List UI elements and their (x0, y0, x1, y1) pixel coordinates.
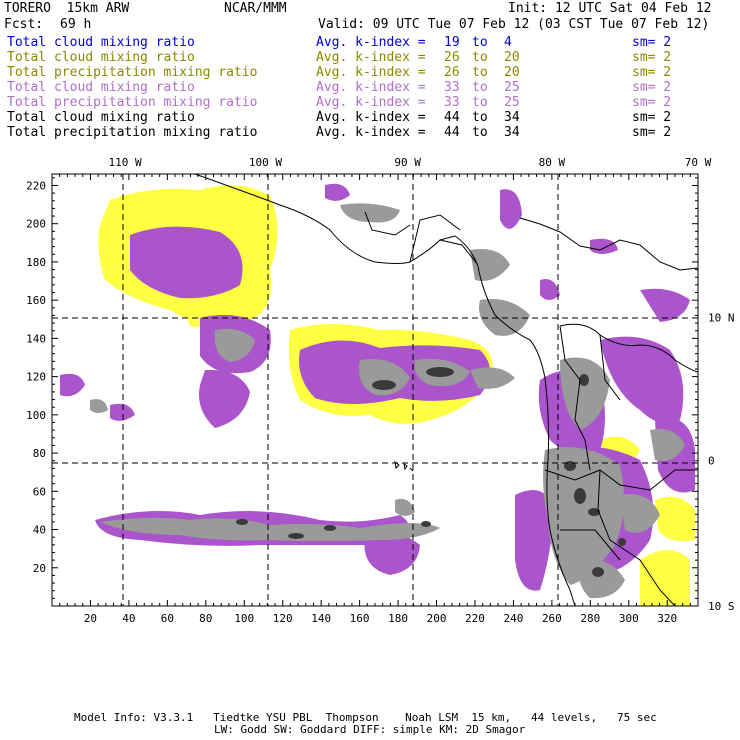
lat-lon-grid (52, 174, 698, 606)
legend-kindex-to: 20 (504, 50, 520, 65)
model-info-line2: LW: Godd SW: Goddard DIFF: simple KM: 2D… (214, 723, 526, 736)
latitude-label: 10 N (708, 311, 735, 324)
x-tick-label: 80 (199, 612, 212, 625)
model-title: TORERO 15km ARW (4, 1, 130, 16)
longitude-label: 110 W (108, 156, 141, 169)
legend-to: to (472, 65, 488, 80)
legend-smoothing: sm= 2 (632, 35, 672, 50)
legend-kindex-to: 34 (504, 125, 520, 140)
legend-smoothing: sm= 2 (632, 125, 672, 140)
legend-kindex-to: 34 (504, 110, 520, 125)
legend-to: to (472, 125, 488, 140)
x-tick-label: 240 (503, 612, 523, 625)
legend-kindex-to: 4 (504, 35, 512, 50)
x-tick-label: 140 (311, 612, 331, 625)
legend-to: to (472, 35, 488, 50)
forecast-label: Fcst: (4, 17, 44, 32)
longitude-label: 70 W (685, 156, 712, 169)
x-tick-label: 20 (84, 612, 97, 625)
legend-kindex-label: Avg. k-index = (316, 110, 434, 125)
legend-kindex-label: Avg. k-index = (316, 50, 434, 65)
x-tick-label: 260 (542, 612, 562, 625)
center-label: NCAR/MMM (224, 1, 287, 16)
legend-kindex-from: 26 (444, 65, 460, 80)
axis-ticks: 20 40 60 80 100 120 140 160 180 200 220 240 260 280 30… (26, 156, 734, 625)
y-tick-label: 140 (26, 332, 46, 345)
longitude-label: 90 W (394, 156, 421, 169)
y-tick-label: 80 (33, 447, 46, 460)
legend-smoothing: sm= 2 (632, 80, 672, 95)
longitude-label: 100 W (249, 156, 282, 169)
legend-kindex-label: Avg. k-index = (316, 35, 434, 50)
legend-to: to (472, 80, 488, 95)
y-tick-label: 200 (26, 218, 46, 231)
legend-kindex-to: 20 (504, 65, 520, 80)
y-tick-label: 40 (33, 524, 46, 537)
legend-smoothing: sm= 2 (632, 65, 672, 80)
x-tick-label: 320 (657, 612, 677, 625)
x-tick-label: 280 (580, 612, 600, 625)
legend-field: Total cloud mixing ratio (7, 80, 195, 95)
x-tick-label: 200 (427, 612, 447, 625)
legend-smoothing: sm= 2 (632, 50, 672, 65)
x-tick-label: 160 (350, 612, 370, 625)
y-tick-label: 100 (26, 409, 46, 422)
longitude-label: 80 W (539, 156, 566, 169)
latitude-label: 0 (708, 455, 715, 468)
legend-kindex-label: Avg. k-index = (316, 80, 434, 95)
coastlines (194, 174, 698, 606)
x-tick-label: 220 (465, 612, 485, 625)
legend-field: Total cloud mixing ratio (7, 110, 195, 125)
legend-kindex-from: 33 (444, 80, 460, 95)
model-info-line1: Model Info: V3.3.1 Tiedtke YSU PBL Thomp… (74, 711, 657, 724)
y-tick-label: 180 (26, 256, 46, 269)
legend-field: Total precipitation mixing ratio (7, 95, 258, 110)
y-tick-label: 60 (33, 485, 46, 498)
legend-kindex-from: 33 (444, 95, 460, 110)
legend-kindex-from: 19 (444, 35, 460, 50)
legend-kindex-from: 44 (444, 110, 460, 125)
x-tick-label: 40 (122, 612, 135, 625)
legend-kindex-from: 26 (444, 50, 460, 65)
x-tick-label: 180 (388, 612, 408, 625)
legend-smoothing: sm= 2 (632, 95, 672, 110)
y-tick-label: 20 (33, 562, 46, 575)
legend-field: Total cloud mixing ratio (7, 50, 195, 65)
legend-field: Total precipitation mixing ratio (7, 125, 258, 140)
legend-to: to (472, 110, 488, 125)
legend-to: to (472, 95, 488, 110)
y-tick-label: 160 (26, 294, 46, 307)
legend-kindex-label: Avg. k-index = (316, 65, 434, 80)
legend-to: to (472, 50, 488, 65)
legend-kindex-to: 25 (504, 80, 520, 95)
x-tick-label: 100 (234, 612, 254, 625)
latitude-label: 10 S (708, 600, 735, 613)
legend-kindex-from: 44 (444, 125, 460, 140)
x-tick-label: 120 (273, 612, 293, 625)
legend-kindex-label: Avg. k-index = (316, 125, 434, 140)
init-time: Init: 12 UTC Sat 04 Feb 12 (508, 1, 712, 16)
legend-kindex-to: 25 (504, 95, 520, 110)
y-tick-label: 120 (26, 371, 46, 384)
legend-field: Total cloud mixing ratio (7, 35, 195, 50)
gray-cloud-layer (90, 203, 685, 599)
legend-field: Total precipitation mixing ratio (7, 65, 258, 80)
dark-cloud-cores (236, 367, 626, 577)
legend-kindex-label: Avg. k-index = (316, 95, 434, 110)
legend-smoothing: sm= 2 (632, 110, 672, 125)
y-tick-label: 220 (26, 179, 46, 192)
x-tick-label: 300 (619, 612, 639, 625)
forecast-hour: 69 h (60, 17, 92, 32)
valid-time: Valid: 09 UTC Tue 07 Feb 12 (03 CST Tue … (318, 17, 710, 32)
x-tick-label: 60 (161, 612, 174, 625)
